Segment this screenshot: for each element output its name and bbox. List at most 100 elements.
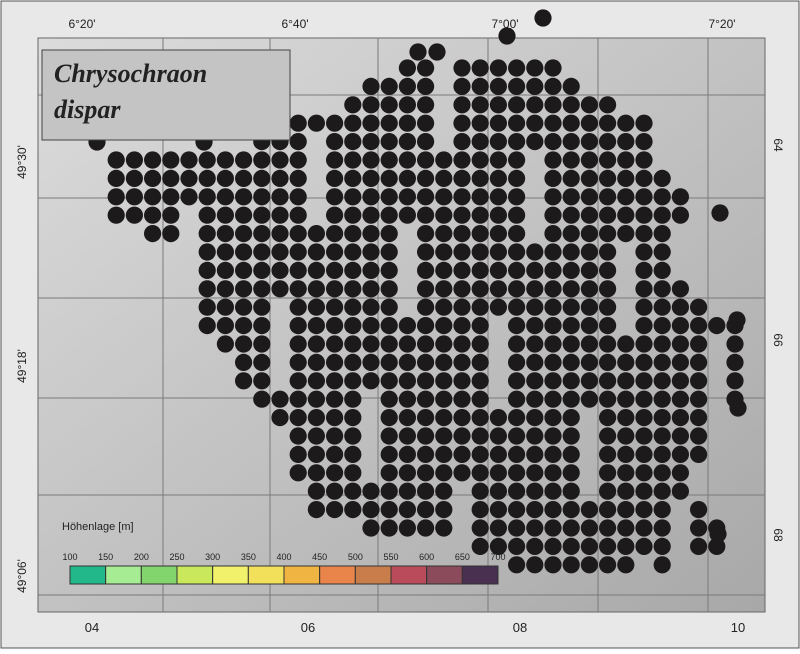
occurrence-dot — [453, 298, 471, 316]
occurrence-dot — [507, 243, 526, 261]
occurrence-dot — [671, 372, 690, 390]
occurrence-dot — [471, 280, 489, 298]
occurrence-dot — [144, 169, 162, 187]
occurrence-dot — [562, 298, 580, 316]
occurrence-dot — [398, 353, 416, 371]
occurrence-dot — [344, 133, 362, 151]
occurrence-dot — [471, 225, 489, 243]
occurrence-dot — [507, 169, 526, 187]
occurrence-dot — [580, 537, 599, 556]
occurrence-dot — [380, 353, 398, 371]
occurrence-dot — [344, 353, 362, 371]
occurrence-dot — [380, 96, 398, 114]
occurrence-dot — [526, 261, 544, 279]
occurrence-dot — [271, 169, 289, 187]
occurrence-dot — [289, 298, 307, 316]
occurrence-dot — [653, 519, 671, 537]
occurrence-dot — [326, 133, 344, 151]
occurrence-dot — [544, 353, 562, 371]
occurrence-dot — [489, 77, 507, 95]
occurrence-dot — [235, 151, 253, 169]
occurrence-dot — [489, 501, 507, 519]
occurrence-dot — [453, 133, 471, 151]
occurrence-dot — [635, 501, 653, 519]
occurrence-dot — [507, 427, 526, 445]
occurrence-dot — [326, 169, 344, 187]
occurrence-dot — [435, 225, 453, 243]
occurrence-dot — [235, 335, 253, 353]
bottom-label: 08 — [513, 620, 527, 635]
occurrence-dot — [580, 335, 599, 353]
occurrence-dot — [380, 445, 398, 463]
occurrence-dot — [690, 353, 708, 371]
occurrence-dot — [398, 169, 416, 187]
occurrence-dot — [580, 280, 599, 298]
occurrence-dot — [417, 225, 435, 243]
occurrence-dot — [362, 261, 380, 279]
occurrence-dot — [580, 519, 599, 537]
occurrence-dot — [326, 390, 344, 408]
occurrence-dot — [526, 482, 544, 500]
occurrence-dot — [708, 317, 726, 335]
occurrence-dot — [125, 188, 143, 206]
occurrence-dot — [289, 464, 307, 482]
occurrence-dot — [289, 151, 307, 169]
occurrence-dot — [580, 390, 599, 408]
occurrence-dot — [580, 243, 599, 261]
occurrence-dot — [289, 206, 307, 224]
occurrence-dot — [398, 77, 416, 95]
occurrence-dot — [417, 77, 435, 95]
occurrence-dot — [599, 261, 617, 279]
occurrence-dot — [471, 537, 489, 556]
occurrence-dot — [344, 427, 362, 445]
occurrence-dot — [671, 335, 690, 353]
occurrence-dot — [144, 225, 162, 243]
occurrence-dot — [198, 206, 216, 224]
occurrence-dot — [107, 206, 125, 224]
occurrence-dot — [216, 243, 234, 261]
occurrence-dot — [326, 188, 344, 206]
occurrence-dot — [489, 188, 507, 206]
occurrence-dot — [344, 501, 362, 519]
occurrence-dot — [635, 169, 653, 187]
occurrence-dot — [344, 445, 362, 463]
occurrence-dot — [653, 188, 671, 206]
occurrence-dot — [435, 188, 453, 206]
occurrence-dot — [653, 427, 671, 445]
occurrence-dot — [690, 335, 708, 353]
occurrence-dot — [435, 482, 453, 500]
legend-tick-label: 450 — [312, 552, 327, 562]
occurrence-dot — [617, 537, 635, 556]
occurrence-dot — [344, 261, 362, 279]
occurrence-dot — [362, 519, 380, 537]
legend-tick-label: 200 — [134, 552, 149, 562]
occurrence-dot — [471, 372, 489, 390]
occurrence-dot — [326, 464, 344, 482]
occurrence-dot — [271, 243, 289, 261]
legend-tick-label: 350 — [241, 552, 256, 562]
occurrence-dot — [526, 409, 544, 427]
occurrence-dot — [489, 464, 507, 482]
occurrence-dot — [671, 445, 690, 463]
occurrence-dot — [417, 280, 435, 298]
occurrence-dot — [653, 482, 671, 500]
occurrence-dot — [690, 445, 708, 463]
occurrence-dot — [344, 298, 362, 316]
occurrence-dot — [326, 445, 344, 463]
occurrence-dot — [253, 317, 271, 335]
occurrence-dot — [453, 390, 471, 408]
occurrence-dot — [107, 151, 125, 169]
occurrence-dot — [562, 519, 580, 537]
occurrence-dot — [307, 409, 325, 427]
occurrence-dot — [380, 390, 398, 408]
occurrence-dot — [289, 390, 307, 408]
occurrence-dot — [599, 206, 617, 224]
occurrence-dot — [726, 372, 744, 390]
occurrence-dot — [435, 464, 453, 482]
occurrence-dot — [653, 335, 671, 353]
occurrence-dot — [271, 188, 289, 206]
occurrence-dot — [544, 96, 562, 114]
occurrence-dot — [507, 96, 526, 114]
occurrence-dot — [544, 133, 562, 151]
occurrence-dot — [653, 372, 671, 390]
